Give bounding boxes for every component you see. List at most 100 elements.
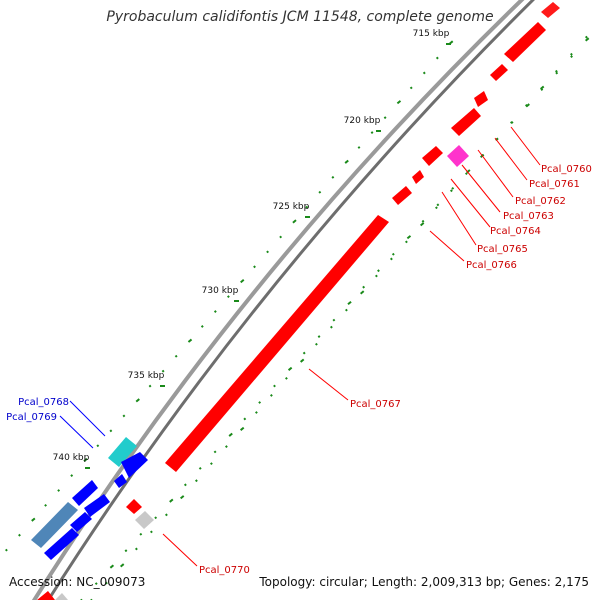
kbp-tick-label: 735 kbp [128, 371, 165, 381]
gene-0764[interactable] [412, 170, 424, 184]
gc-dash [183, 483, 187, 487]
gc-dash [254, 411, 258, 414]
gene-0770[interactable] [126, 499, 142, 514]
gc-dash [174, 354, 178, 358]
gc-dash [406, 235, 412, 240]
kbp-tick-mark [160, 385, 165, 387]
gene-0769[interactable] [121, 452, 148, 478]
gc-dash [370, 131, 374, 135]
gene-bottom-red[interactable] [37, 591, 55, 600]
reverse-gene-label[interactable]: Pcal_0768 [18, 397, 69, 408]
genome-backbone-inner [46, 0, 536, 600]
gene-0763[interactable] [422, 146, 443, 166]
gene-leader-line [461, 164, 501, 213]
forward-gene-label[interactable]: Pcal_0764 [490, 226, 541, 237]
gc-dash [57, 489, 61, 492]
gene-leader-line [429, 230, 465, 262]
gc-dash [585, 37, 590, 42]
gc-dash [317, 335, 321, 339]
gc-dash [213, 310, 217, 313]
gc-dash [270, 394, 273, 397]
gc-dash [330, 325, 333, 329]
gc-dash [292, 219, 297, 224]
gene-0767[interactable] [165, 215, 389, 472]
gc-dash [18, 533, 21, 537]
gene-bottom-grey[interactable] [55, 593, 68, 600]
gene-0762[interactable] [447, 145, 469, 167]
gc-dash [540, 88, 544, 91]
gc-dash [135, 398, 140, 403]
forward-gene-label[interactable]: Pcal_0761 [529, 179, 580, 190]
gc-dash [555, 71, 559, 75]
gc-dash [422, 71, 426, 75]
kbp-tick-label: 740 kbp [53, 453, 90, 463]
gc-dash [332, 318, 336, 322]
gene-blue-b[interactable] [84, 494, 110, 517]
gc-dash [450, 189, 453, 193]
gc-dash [44, 503, 47, 507]
gene-0765[interactable] [392, 186, 412, 205]
gc-dash [435, 56, 439, 60]
gc-dash [70, 474, 74, 477]
gene-top-1[interactable] [541, 2, 560, 18]
gene-blue-d[interactable] [44, 528, 79, 560]
gene-leader-line [69, 400, 106, 437]
gc-dash [198, 466, 202, 470]
kbp-tick-label: 715 kbp [413, 29, 450, 39]
gc-dash [391, 252, 395, 256]
kbp-tick-label: 730 kbp [202, 286, 239, 296]
gc-dash [266, 250, 269, 254]
gene-blue-small[interactable] [114, 474, 127, 488]
gene-blue-c[interactable] [70, 512, 92, 532]
gc-dash [451, 186, 455, 190]
gene-blue-a[interactable] [72, 480, 98, 506]
forward-gene-label[interactable]: Pcal_0765 [477, 244, 528, 255]
gc-dash [119, 563, 125, 568]
gc-dash [179, 495, 185, 500]
gc-dash [390, 257, 393, 261]
gene-0760[interactable] [474, 91, 488, 107]
forward-gene-label[interactable]: Pcal_0766 [466, 260, 517, 271]
gc-dash [315, 342, 318, 346]
gc-dash [375, 274, 378, 278]
gene-leader-line [308, 368, 349, 401]
gene-top-3[interactable] [490, 64, 508, 81]
gc-dash [299, 358, 305, 363]
gc-dash [344, 159, 349, 164]
kbp-tick-mark [446, 43, 451, 45]
gc-dash [377, 269, 380, 273]
gc-dash [279, 235, 283, 239]
gene-0761[interactable] [451, 108, 481, 136]
reverse-gene-label[interactable]: Pcal_0769 [6, 412, 57, 423]
gc-dash [345, 308, 348, 312]
gc-dash [347, 300, 352, 306]
gene-leader-line [59, 415, 94, 449]
forward-gene-label[interactable]: Pcal_0770 [199, 565, 250, 576]
gc-dash [124, 549, 128, 553]
gc-dash [362, 285, 366, 289]
forward-gene-label[interactable]: Pcal_0760 [541, 164, 592, 175]
gene-0768[interactable] [108, 437, 137, 467]
gene-leader-line [162, 533, 198, 567]
gc-dash [135, 547, 138, 551]
gene-leader-line [477, 149, 514, 198]
forward-gene-label[interactable]: Pcal_0763 [503, 211, 554, 222]
kbp-tick-label: 725 kbp [273, 202, 310, 212]
gc-dash [31, 517, 36, 522]
gene-steel[interactable] [31, 502, 78, 548]
gc-dash [154, 516, 158, 520]
gc-dash [405, 240, 408, 244]
kbp-tick-mark [376, 130, 381, 132]
gc-dash [525, 103, 530, 108]
gc-dash [209, 462, 213, 466]
gc-dash [436, 203, 440, 207]
gc-dash [570, 52, 573, 56]
gc-dash [383, 116, 387, 120]
forward-gene-label[interactable]: Pcal_0767 [350, 399, 401, 410]
gc-dash [419, 222, 425, 227]
gene-neutral[interactable] [135, 511, 154, 529]
gene-top-2[interactable] [504, 22, 546, 62]
gc-dash [104, 581, 108, 585]
forward-gene-label[interactable]: Pcal_0762 [515, 196, 566, 207]
